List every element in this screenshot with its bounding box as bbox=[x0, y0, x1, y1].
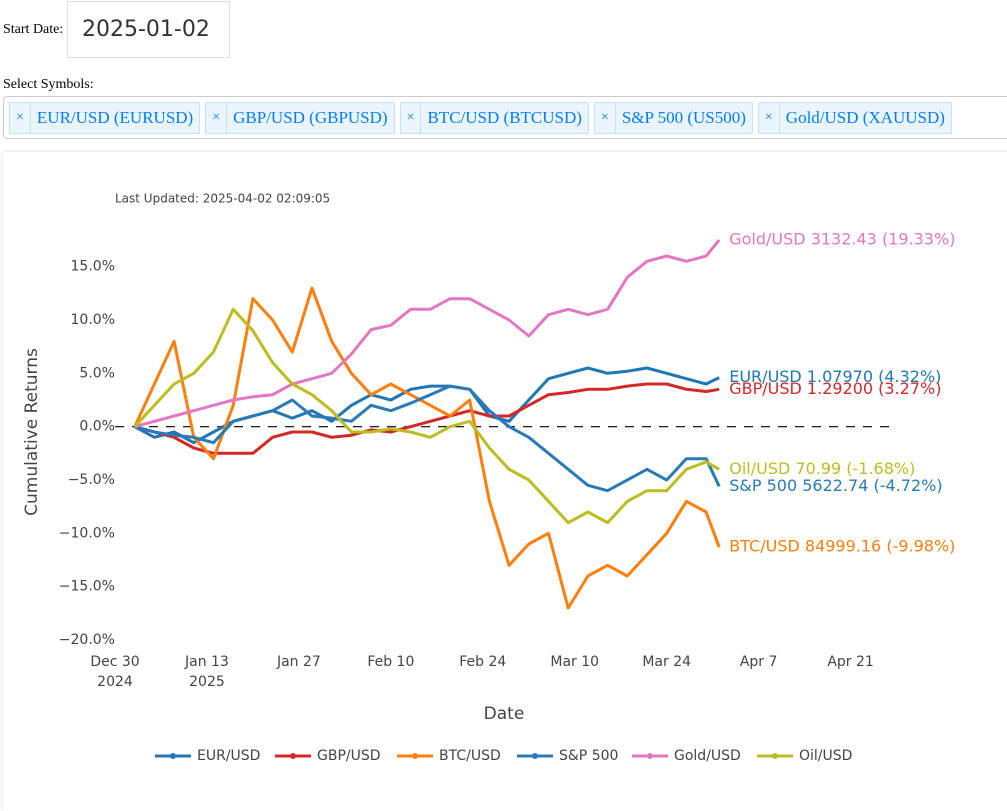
y-tick-label: 0.0% bbox=[79, 419, 115, 435]
legend-label: S&P 500 bbox=[559, 748, 618, 764]
symbol-tag: × EUR/USD (EURUSD) bbox=[9, 102, 201, 134]
x-axis-title: Date bbox=[484, 704, 525, 724]
series-line bbox=[133, 286, 721, 610]
x-tick-label: Apr 21 bbox=[827, 654, 873, 670]
end-label: Gold/USD 3132.43 (19.33%) bbox=[729, 230, 955, 249]
x-tick-label: Dec 30 bbox=[90, 654, 139, 670]
x-tick-label: Jan 13 bbox=[184, 654, 229, 670]
x-tick-label: Mar 24 bbox=[642, 654, 691, 670]
remove-button[interactable]: × bbox=[595, 103, 616, 133]
legend-marker bbox=[532, 753, 538, 759]
symbol-tag: × S&P 500 (US500) bbox=[593, 102, 753, 134]
y-tick-label: 5.0% bbox=[79, 365, 115, 381]
legend-label: GBP/USD bbox=[317, 748, 381, 764]
x-tick-sublabel: 2025 bbox=[189, 674, 225, 690]
series-line bbox=[133, 307, 720, 525]
y-tick-label: −5.0% bbox=[68, 472, 115, 488]
end-label: GBP/USD 1.29200 (3.27%) bbox=[729, 379, 941, 398]
x-tick-label: Feb 24 bbox=[459, 654, 506, 670]
chart: Last Updated: 2025-04-02 02:09:05 Date C… bbox=[22, 192, 955, 765]
y-axis-title: Cumulative Returns bbox=[22, 348, 42, 516]
start-date-label: Start Date: bbox=[3, 22, 64, 37]
x-tick-label: Feb 10 bbox=[367, 654, 414, 670]
symbol-tag: × BTC/USD (BTCUSD) bbox=[399, 102, 589, 134]
end-label: S&P 500 5622.74 (-4.72%) bbox=[729, 476, 942, 495]
series-line bbox=[134, 384, 721, 493]
x-tick-label: Jan 27 bbox=[276, 654, 321, 670]
tag-label: GBP/USD (GBPUSD) bbox=[233, 108, 388, 127]
y-tick-label: 10.0% bbox=[71, 312, 115, 328]
y-tick-label: −20.0% bbox=[59, 632, 115, 648]
legend-marker bbox=[290, 753, 296, 759]
y-tick-label: −15.0% bbox=[59, 579, 115, 595]
y-tick-label: 15.0% bbox=[71, 259, 115, 275]
series-line bbox=[134, 382, 720, 455]
end-label: Oil/USD 70.99 (-1.68%) bbox=[729, 459, 915, 478]
remove-button[interactable]: × bbox=[401, 103, 422, 133]
symbol-select[interactable]: × EUR/USD (EURUSD) × GBP/USD (GBPUSD) × BTC/U… bbox=[3, 96, 1007, 139]
legend-marker bbox=[647, 753, 653, 759]
symbol-tag: × GBP/USD (GBPUSD) bbox=[205, 102, 395, 134]
annotation: Last Updated: 2025-04-02 02:09:05 bbox=[115, 192, 330, 206]
legend-label: EUR/USD bbox=[197, 748, 260, 764]
series-line bbox=[134, 239, 721, 429]
remove-button[interactable]: × bbox=[759, 103, 780, 133]
end-label: BTC/USD 84999.16 (-9.98%) bbox=[729, 537, 955, 556]
legend-label: Gold/USD bbox=[674, 748, 741, 764]
x-tick-sublabel: 2024 bbox=[97, 674, 133, 690]
remove-button[interactable]: × bbox=[206, 103, 228, 133]
y-tick-label: −10.0% bbox=[59, 525, 115, 541]
symbols-label: Select Symbols: bbox=[3, 77, 94, 92]
legend-marker bbox=[412, 753, 418, 759]
legend-label: BTC/USD bbox=[439, 748, 501, 764]
tag-label: Gold/USD (XAUUSD) bbox=[785, 108, 945, 127]
start-date-input[interactable]: 2025-01-02 bbox=[67, 1, 230, 58]
tag-label: EUR/USD (EURUSD) bbox=[36, 108, 194, 127]
legend-marker bbox=[170, 753, 176, 759]
remove-button[interactable]: × bbox=[10, 103, 31, 133]
tag-label: S&P 500 (US500) bbox=[621, 108, 746, 127]
legend-label: Oil/USD bbox=[799, 748, 852, 764]
symbol-tag: × Gold/USD (XAUUSD) bbox=[757, 102, 952, 134]
tag-label: BTC/USD (BTCUSD) bbox=[427, 108, 582, 127]
chart-card bbox=[3, 152, 1007, 811]
x-tick-label: Mar 10 bbox=[550, 654, 599, 670]
legend-marker bbox=[772, 753, 778, 759]
end-label: EUR/USD 1.07970 (4.32%) bbox=[729, 367, 941, 386]
x-tick-label: Apr 7 bbox=[740, 654, 778, 670]
